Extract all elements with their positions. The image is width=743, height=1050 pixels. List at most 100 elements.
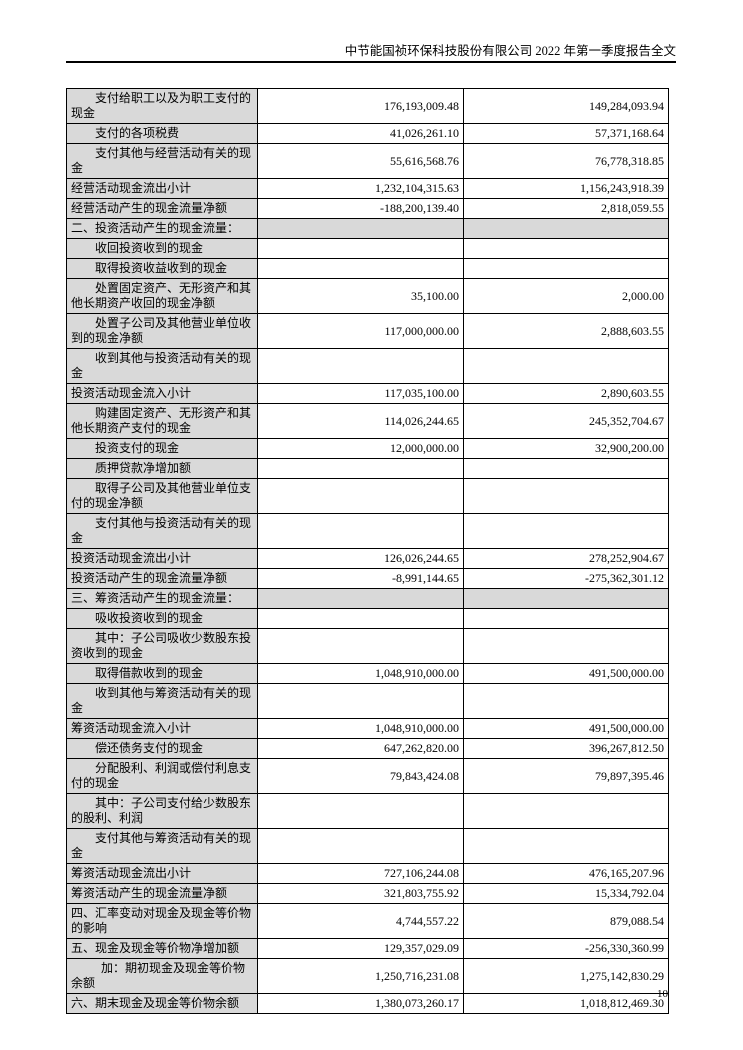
table-row: 投资活动现金流入小计 117,035,100.00 2,890,603.55 (66, 383, 669, 404)
row-current-period-value: 1,048,910,000.00 (257, 663, 464, 684)
row-item-label: 支付给职工以及为职工支付的现金 (66, 88, 258, 124)
row-item-label: 吸收投资收到的现金 (66, 608, 258, 629)
row-current-period-value (257, 513, 464, 549)
row-current-period-value (257, 348, 464, 384)
row-item-label: 取得借款收到的现金 (66, 663, 258, 684)
row-current-period-value: 79,843,424.08 (257, 758, 464, 794)
row-prior-period-value: 2,000.00 (463, 278, 669, 314)
row-current-period-value: 1,048,910,000.00 (257, 718, 464, 739)
table-row: 处置固定资产、无形资产和其他长期资产收回的现金净额 35,100.00 2,00… (66, 278, 669, 314)
row-prior-period-value: 149,284,093.94 (463, 88, 669, 124)
cash-flow-table-body: 支付给职工以及为职工支付的现金 176,193,009.48 149,284,0… (66, 88, 669, 1014)
row-prior-period-value: 396,267,812.50 (463, 738, 669, 759)
row-current-period-value (257, 683, 464, 719)
row-item-label: 收到其他与投资活动有关的现金 (66, 348, 258, 384)
row-item-label: 筹资活动现金流出小计 (66, 863, 258, 884)
row-prior-period-value: 2,818,059.55 (463, 198, 669, 219)
row-prior-period-value: 2,890,603.55 (463, 383, 669, 404)
table-row: 购建固定资产、无形资产和其他长期资产支付的现金 114,026,244.65 2… (66, 403, 669, 439)
row-current-period-value: 4,744,557.22 (257, 903, 464, 939)
row-current-period-value: 114,026,244.65 (257, 403, 464, 439)
table-row: 四、汇率变动对现金及现金等价物的影响 4,744,557.22 879,088.… (66, 903, 669, 939)
row-prior-period-value: -275,362,301.12 (463, 568, 669, 589)
row-item-label: 二、投资活动产生的现金流量： (66, 218, 258, 239)
row-prior-period-value: 491,500,000.00 (463, 663, 669, 684)
row-current-period-value (257, 218, 464, 239)
row-current-period-value: 176,193,009.48 (257, 88, 464, 124)
row-prior-period-value (463, 218, 669, 239)
cash-flow-table: 支付给职工以及为职工支付的现金 176,193,009.48 149,284,0… (66, 88, 669, 1014)
table-row: 取得借款收到的现金 1,048,910,000.00 491,500,000.0… (66, 663, 669, 684)
row-current-period-value: 321,803,755.92 (257, 883, 464, 904)
table-row: 其中：子公司吸收少数股东投资收到的现金 (66, 628, 669, 664)
row-item-label: 收到其他与筹资活动有关的现金 (66, 683, 258, 719)
row-prior-period-value (463, 628, 669, 664)
table-row: 收到其他与筹资活动有关的现金 (66, 683, 669, 719)
row-current-period-value: -8,991,144.65 (257, 568, 464, 589)
row-item-label: 投资活动现金流出小计 (66, 548, 258, 569)
table-row: 分配股利、利润或偿付利息支付的现金 79,843,424.08 79,897,3… (66, 758, 669, 794)
row-prior-period-value (463, 588, 669, 609)
row-prior-period-value: 476,165,207.96 (463, 863, 669, 884)
row-current-period-value: 117,035,100.00 (257, 383, 464, 404)
table-row: 筹资活动现金流出小计 727,106,244.08 476,165,207.96 (66, 863, 669, 884)
row-item-label: 处置子公司及其他营业单位收到的现金净额 (66, 313, 258, 349)
row-current-period-value: 35,100.00 (257, 278, 464, 314)
row-item-label: 其中：子公司支付给少数股东的股利、利润 (66, 793, 258, 829)
report-header-title: 中节能国祯环保科技股份有限公司 2022 年第一季度报告全文 (344, 44, 676, 58)
table-row: 筹资活动现金流入小计 1,048,910,000.00 491,500,000.… (66, 718, 669, 739)
row-item-label: 经营活动产生的现金流量净额 (66, 198, 258, 219)
row-item-label: 筹资活动现金流入小计 (66, 718, 258, 739)
table-row: 收回投资收到的现金 (66, 238, 669, 259)
row-current-period-value (257, 478, 464, 514)
row-item-label: 其中：子公司吸收少数股东投资收到的现金 (66, 628, 258, 664)
row-item-label: 购建固定资产、无形资产和其他长期资产支付的现金 (66, 403, 258, 439)
table-row: 支付其他与投资活动有关的现金 (66, 513, 669, 549)
row-current-period-value: 55,616,568.76 (257, 143, 464, 179)
row-item-label: 处置固定资产、无形资产和其他长期资产收回的现金净额 (66, 278, 258, 314)
header-divider (66, 61, 676, 63)
table-row: 质押贷款净增加额 (66, 458, 669, 479)
row-prior-period-value (463, 478, 669, 514)
table-row: 二、投资活动产生的现金流量： (66, 218, 669, 239)
row-current-period-value (257, 608, 464, 629)
row-item-label: 分配股利、利润或偿付利息支付的现金 (66, 758, 258, 794)
table-row: 经营活动产生的现金流量净额 -188,200,139.40 2,818,059.… (66, 198, 669, 219)
table-row: 偿还债务支付的现金 647,262,820.00 396,267,812.50 (66, 738, 669, 759)
row-item-label: 支付其他与投资活动有关的现金 (66, 513, 258, 549)
table-row: 三、筹资活动产生的现金流量： (66, 588, 669, 609)
table-row: 取得子公司及其他营业单位支付的现金净额 (66, 478, 669, 514)
table-row: 投资活动产生的现金流量净额 -8,991,144.65 -275,362,301… (66, 568, 669, 589)
table-row: 投资活动现金流出小计 126,026,244.65 278,252,904.67 (66, 548, 669, 569)
table-row: 加：期初现金及现金等价物余额 1,250,716,231.08 1,275,14… (66, 958, 669, 994)
row-item-label: 投资活动现金流入小计 (66, 383, 258, 404)
table-row: 筹资活动产生的现金流量净额 321,803,755.92 15,334,792.… (66, 883, 669, 904)
page-number: 10 (657, 988, 668, 1000)
row-current-period-value (257, 793, 464, 829)
row-current-period-value: 41,026,261.10 (257, 123, 464, 144)
row-prior-period-value (463, 513, 669, 549)
row-prior-period-value: 1,156,243,918.39 (463, 178, 669, 199)
row-item-label: 取得投资收益收到的现金 (66, 258, 258, 279)
row-item-label: 取得子公司及其他营业单位支付的现金净额 (66, 478, 258, 514)
row-prior-period-value (463, 258, 669, 279)
table-row: 支付的各项税费 41,026,261.10 57,371,168.64 (66, 123, 669, 144)
row-item-label: 筹资活动产生的现金流量净额 (66, 883, 258, 904)
row-prior-period-value: 491,500,000.00 (463, 718, 669, 739)
row-prior-period-value (463, 793, 669, 829)
row-item-label: 质押贷款净增加额 (66, 458, 258, 479)
row-prior-period-value (463, 458, 669, 479)
table-row: 支付给职工以及为职工支付的现金 176,193,009.48 149,284,0… (66, 88, 669, 124)
row-item-label: 四、汇率变动对现金及现金等价物的影响 (66, 903, 258, 939)
row-current-period-value: 117,000,000.00 (257, 313, 464, 349)
table-row: 吸收投资收到的现金 (66, 608, 669, 629)
row-prior-period-value: 15,334,792.04 (463, 883, 669, 904)
row-item-label: 支付其他与筹资活动有关的现金 (66, 828, 258, 864)
table-row: 投资支付的现金 12,000,000.00 32,900,200.00 (66, 438, 669, 459)
row-item-label: 投资支付的现金 (66, 438, 258, 459)
row-current-period-value (257, 258, 464, 279)
row-prior-period-value (463, 683, 669, 719)
row-current-period-value: 647,262,820.00 (257, 738, 464, 759)
row-prior-period-value (463, 828, 669, 864)
